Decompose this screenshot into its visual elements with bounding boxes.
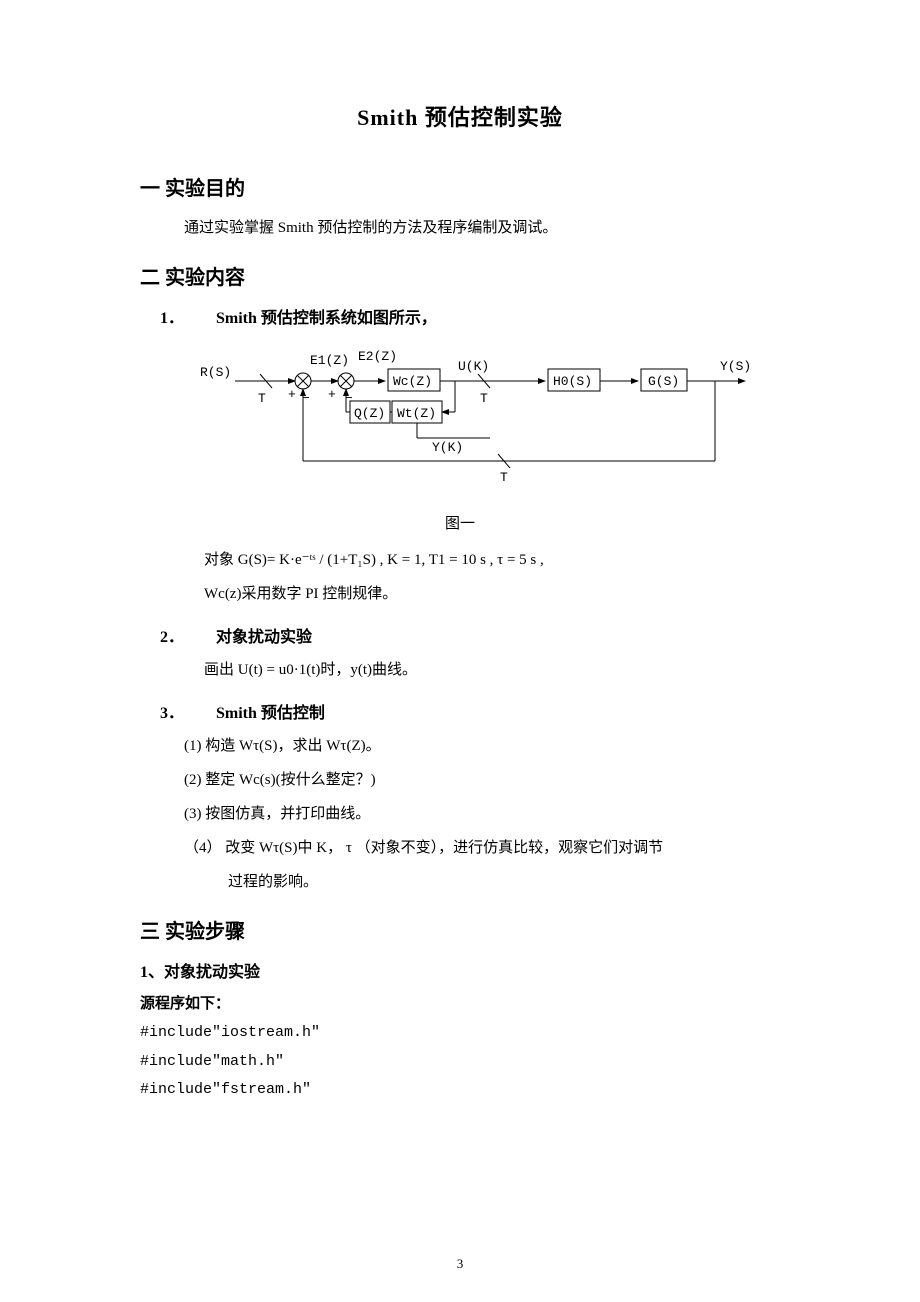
sec2-item3-c: (3) 按图仿真，并打印曲线。 — [184, 799, 780, 829]
svg-text:T: T — [258, 391, 266, 406]
sec2-item3-a: (1) 构造 Wτ(S)，求出 Wτ(Z)。 — [184, 731, 780, 761]
svg-text:+: + — [288, 387, 296, 402]
sec2-item2-num: 2． — [160, 623, 216, 647]
page-number: 3 — [0, 1256, 920, 1272]
svg-text:Y(K): Y(K) — [432, 440, 463, 455]
svg-text:T: T — [480, 391, 488, 406]
svg-text:G(S): G(S) — [648, 374, 679, 389]
sec2-item3-label: Smith 预估控制 — [216, 705, 325, 722]
sec2-item2-body: 画出 U(t) = u0·1(t)时，y(t)曲线。 — [204, 655, 780, 685]
code-line-1: #include"iostream.h" — [140, 1019, 780, 1048]
svg-text:T: T — [500, 470, 508, 485]
svg-text:Y(S): Y(S) — [720, 359, 751, 374]
section-3-heading: 三 实验步骤 — [140, 915, 780, 944]
svg-text:U(K): U(K) — [458, 359, 489, 374]
sec2-item2: 2．对象扰动实验 — [160, 623, 780, 647]
gs-formula: 对象 G(S)= K·e⁻ᵗˢ / (1+T₁S) , K = 1, T1 = … — [204, 545, 780, 575]
section-2-heading: 二 实验内容 — [140, 261, 780, 290]
doc-title: Smith 预估控制实验 — [140, 100, 780, 132]
sec2-item1-num: 1． — [160, 304, 216, 328]
sec2-item3-num: 3． — [160, 699, 216, 723]
wc-line: Wc(z)采用数字 PI 控制规律。 — [204, 579, 780, 609]
sec3-sub1: 1、对象扰动实验 — [140, 958, 780, 982]
sec3-src-label: 源程序如下： — [140, 992, 780, 1013]
sec2-item1-label: Smith 预估控制系统如图所示， — [216, 310, 437, 327]
svg-text:H0(S): H0(S) — [553, 374, 592, 389]
page: Smith 预估控制实验 一 实验目的 通过实验掌握 Smith 预估控制的方法… — [0, 0, 920, 1302]
sec2-item1: 1．Smith 预估控制系统如图所示， — [160, 304, 780, 328]
section-1-body: 通过实验掌握 Smith 预估控制的方法及程序编制及调试。 — [184, 213, 780, 243]
sec2-item2-label: 对象扰动实验 — [216, 629, 312, 646]
svg-text:E1(Z): E1(Z) — [310, 353, 349, 368]
sec2-item3: 3．Smith 预估控制 — [160, 699, 780, 723]
svg-text:Wc(Z): Wc(Z) — [393, 374, 432, 389]
svg-text:Q(Z): Q(Z) — [354, 406, 385, 421]
figure-caption: 图一 — [140, 512, 780, 533]
svg-text:R(S): R(S) — [200, 365, 231, 380]
section-1-heading: 一 实验目的 — [140, 172, 780, 201]
svg-text:Wt(Z): Wt(Z) — [397, 406, 436, 421]
block-diagram: R(S) T + − + − E1(Z) E2 — [200, 346, 780, 496]
code-line-2: #include"math.h" — [140, 1048, 780, 1077]
svg-text:+: + — [328, 387, 336, 402]
sec2-item3-d: （4） 改变 Wτ(S)中 K， τ （对象不变），进行仿真比较，观察它们对调节 — [184, 833, 780, 863]
code-line-3: #include"fstream.h" — [140, 1076, 780, 1105]
svg-text:E2(Z): E2(Z) — [358, 349, 397, 364]
sec2-item3-d2: 过程的影响。 — [228, 867, 780, 897]
sec2-item3-b: (2) 整定 Wc(s)(按什么整定？) — [184, 765, 780, 795]
